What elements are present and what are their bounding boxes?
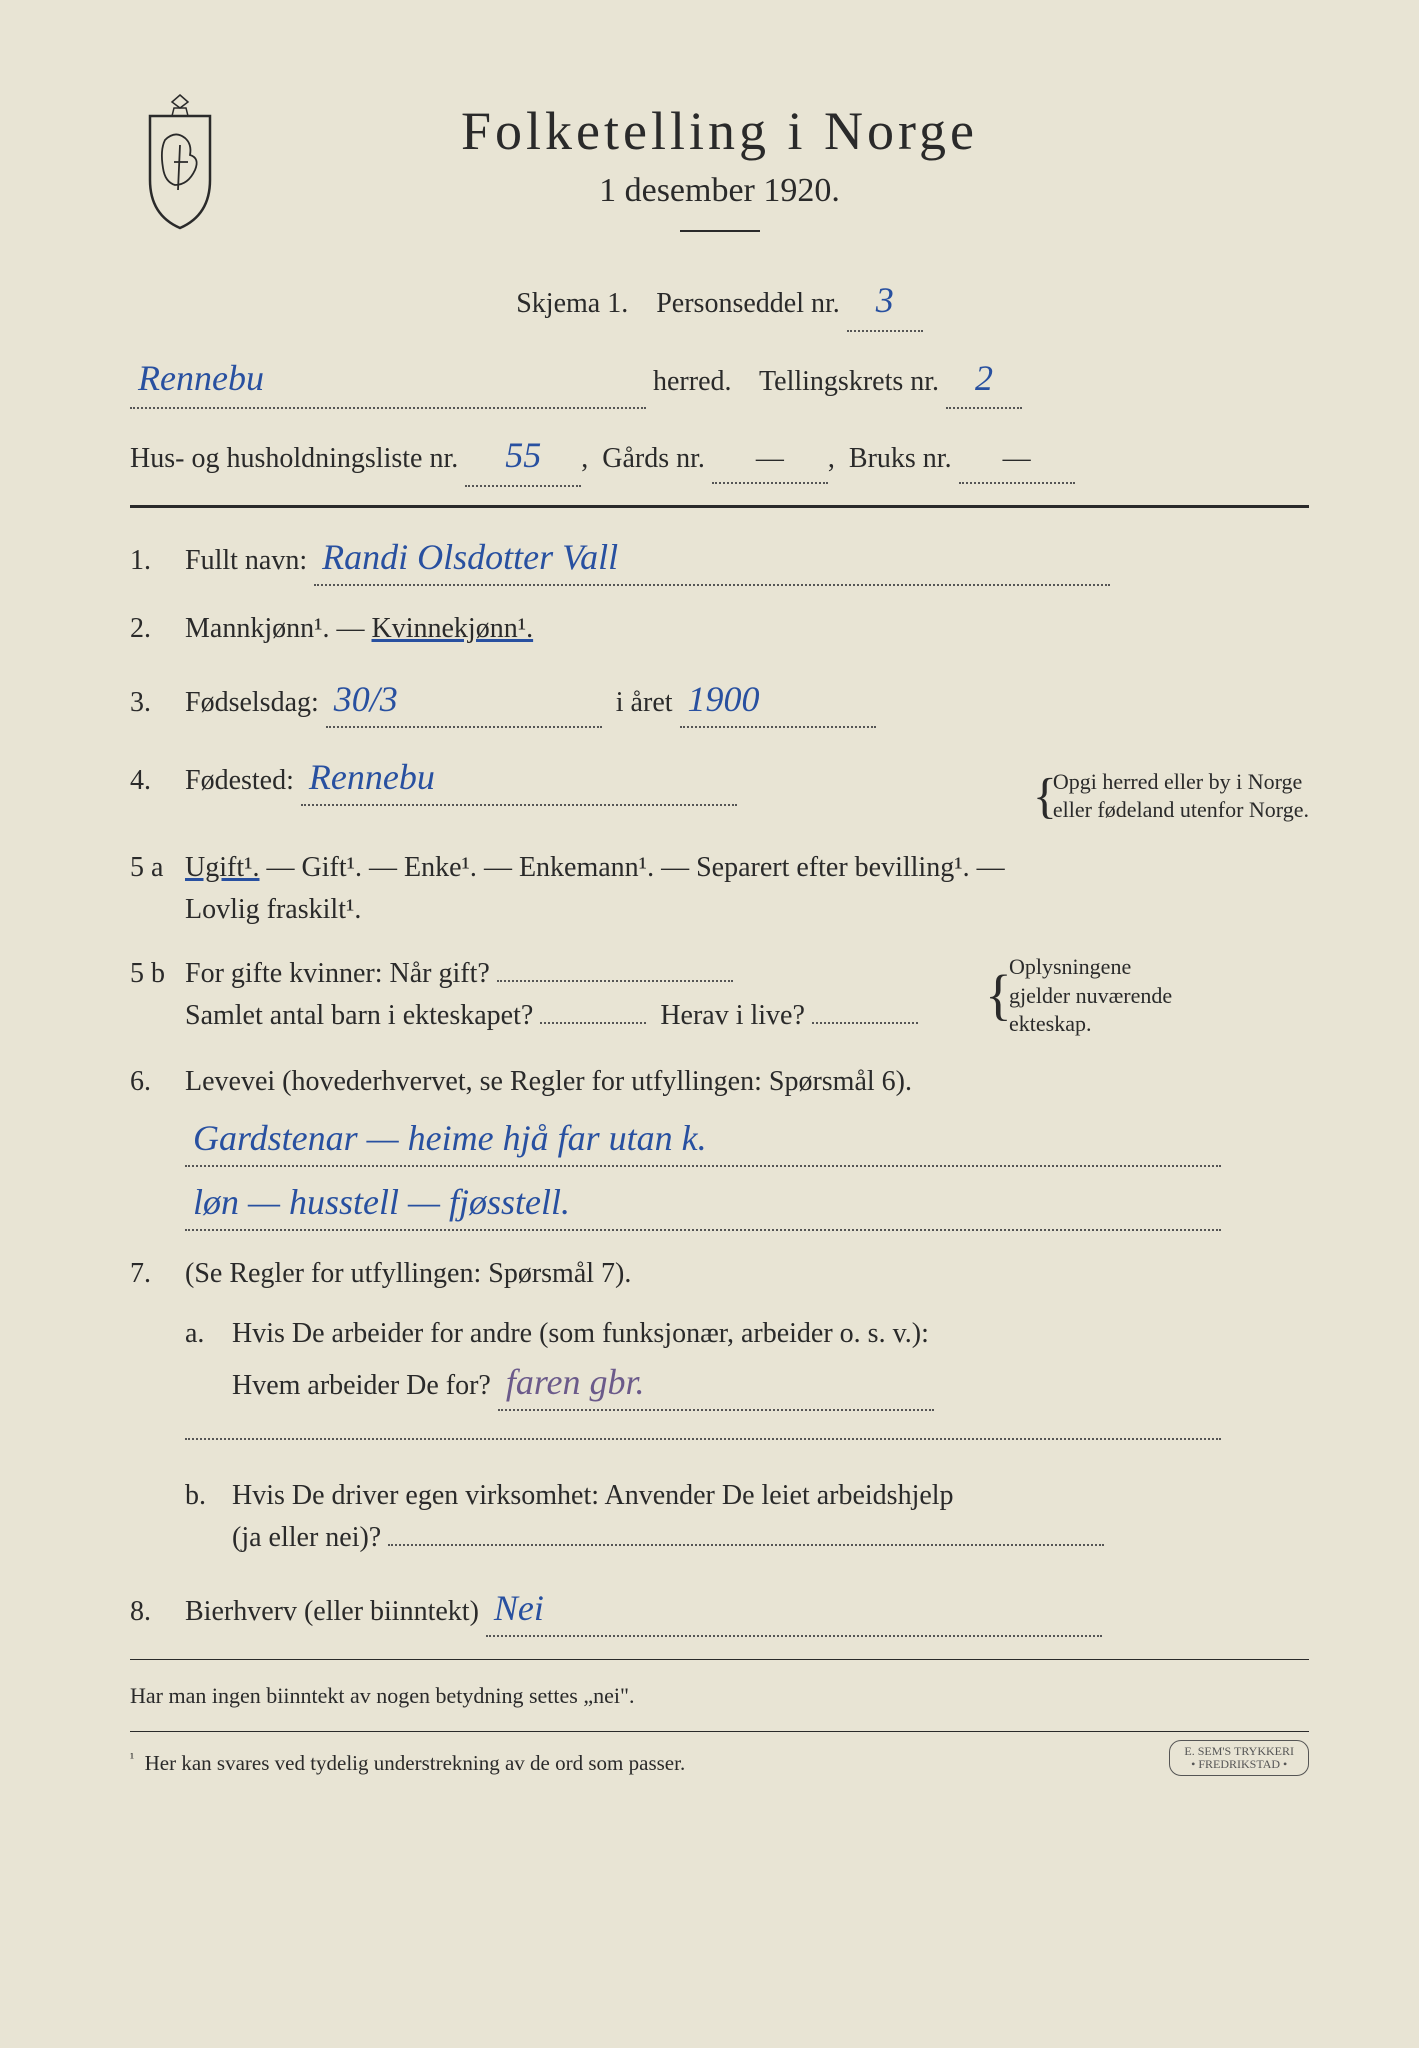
q5a-row: 5 a Ugift¹. — Gift¹. — Enke¹. — Enkemann… bbox=[130, 847, 1309, 931]
q5b-line2a: Samlet antal barn i ekteskapet? bbox=[185, 1000, 533, 1031]
header: Folketelling i Norge 1 desember 1920. bbox=[130, 100, 1309, 232]
q5b-note-l3: ekteskap. bbox=[1009, 1010, 1309, 1039]
q2-male: Mannkjønn¹. bbox=[185, 613, 330, 644]
rule bbox=[130, 1731, 1309, 1732]
q4-num: 4. bbox=[130, 760, 185, 802]
husliste-nr: 55 bbox=[465, 427, 581, 487]
page-subtitle: 1 desember 1920. bbox=[130, 172, 1309, 210]
q1-label: Fullt navn: bbox=[185, 545, 307, 576]
printer-l2: • FREDRIKSTAD • bbox=[1184, 1758, 1294, 1771]
page-title: Folketelling i Norge bbox=[130, 100, 1309, 162]
rule bbox=[130, 1659, 1309, 1660]
form-id-line: Skjema 1. Personseddel nr. 3 bbox=[130, 272, 1309, 332]
tellingskrets-nr: 2 bbox=[946, 350, 1022, 410]
q7b-value bbox=[388, 1544, 1104, 1546]
q5b-live-value bbox=[812, 1022, 918, 1024]
gards-label: Gårds nr. bbox=[602, 443, 705, 474]
q5b-line1: For gifte kvinner: Når gift? bbox=[185, 958, 490, 989]
q6-value-l2: løn — husstell — fjøsstell. bbox=[185, 1175, 1221, 1231]
gards-nr: — bbox=[712, 437, 828, 484]
q5a-gift: Gift¹. bbox=[302, 852, 363, 883]
q8-label: Bierhverv (eller biinntekt) bbox=[185, 1596, 479, 1627]
q2-row: 2. Mannkjønn¹. — Kvinnekjønn¹. bbox=[130, 608, 1309, 650]
footer-note: Har man ingen biinntekt av nogen betydni… bbox=[130, 1678, 1309, 1713]
husliste-label: Hus- og husholdningsliste nr. bbox=[130, 443, 458, 474]
printer-stamp: E. SEM'S TRYKKERI • FREDRIKSTAD • bbox=[1169, 1740, 1309, 1776]
q7a-num: a. bbox=[185, 1313, 225, 1355]
q2-female: Kvinnekjønn¹. bbox=[372, 613, 534, 644]
rule bbox=[130, 505, 1309, 508]
q5a-ugift: Ugift¹. bbox=[185, 852, 260, 883]
skjema-label: Skjema 1. bbox=[516, 288, 628, 319]
q5b-note-l1: Oplysningene bbox=[1009, 953, 1309, 982]
q5b-barn-value bbox=[540, 1022, 646, 1024]
q5b-row: 5 b Oplysningene gjelder nuværende ektes… bbox=[130, 953, 1309, 1039]
q6-label: Levevei (hovederhvervet, se Regler for u… bbox=[185, 1066, 912, 1097]
q5b-note-l2: gjelder nuværende bbox=[1009, 982, 1309, 1011]
q1-value: Randi Olsdotter Vall bbox=[314, 530, 1110, 586]
q4-note: Opgi herred eller by i Norge eller fødel… bbox=[1033, 768, 1309, 825]
q3-label: Fødselsdag: bbox=[185, 687, 319, 718]
q7b-l1: Hvis De driver egen virksomhet: Anvender… bbox=[232, 1480, 954, 1511]
q4-row: 4. Fødested: Rennebu Opgi herred eller b… bbox=[130, 750, 1309, 825]
q3-row: 3. Fødselsdag: 30/3 i året 1900 bbox=[130, 672, 1309, 728]
q6-value-l1: Gardstenar — heime hjå far utan k. bbox=[185, 1111, 1221, 1167]
q2-num: 2. bbox=[130, 608, 185, 650]
herred-label: herred. bbox=[653, 366, 732, 397]
q3-year-label: i året bbox=[616, 687, 673, 718]
printer-l1: E. SEM'S TRYKKERI bbox=[1184, 1745, 1294, 1758]
q4-value: Rennebu bbox=[301, 750, 737, 806]
husliste-line: Hus- og husholdningsliste nr. 55, Gårds … bbox=[130, 427, 1309, 487]
title-divider bbox=[680, 230, 760, 232]
coat-of-arms-icon bbox=[130, 90, 230, 230]
q5b-line2b: Herav i live? bbox=[660, 1000, 805, 1031]
q5a-enkemann: Enkemann¹. bbox=[519, 852, 654, 883]
q6-num: 6. bbox=[130, 1061, 185, 1103]
q7a-blank bbox=[185, 1438, 1221, 1440]
q6-row: 6. Levevei (hovederhvervet, se Regler fo… bbox=[130, 1061, 1309, 1231]
bruks-nr: — bbox=[959, 437, 1075, 484]
q5a-enke: Enke¹. bbox=[404, 852, 477, 883]
q7-num: 7. bbox=[130, 1253, 185, 1295]
personseddel-nr: 3 bbox=[847, 272, 923, 332]
q3-day: 30/3 bbox=[326, 672, 602, 728]
personseddel-label: Personseddel nr. bbox=[656, 288, 840, 319]
q3-year: 1900 bbox=[680, 672, 876, 728]
q5b-note: Oplysningene gjelder nuværende ekteskap. bbox=[985, 953, 1309, 1039]
tellingskrets-label: Tellingskrets nr. bbox=[759, 366, 939, 397]
q7a-value: faren gbr. bbox=[498, 1355, 934, 1411]
q2-dash: — bbox=[337, 613, 372, 644]
q7a-l2: Hvem arbeider De for? bbox=[232, 1370, 491, 1401]
q4-note-l1: Opgi herred eller by i Norge bbox=[1053, 768, 1309, 797]
q8-value: Nei bbox=[486, 1581, 1102, 1637]
q1-row: 1. Fullt navn: Randi Olsdotter Vall bbox=[130, 530, 1309, 586]
q5a-fraskilt: Lovlig fraskilt¹. bbox=[185, 894, 361, 925]
footnote-text: Her kan svares ved tydelig understreknin… bbox=[145, 1751, 686, 1775]
herred-value: Rennebu bbox=[130, 350, 646, 410]
q5b-num: 5 b bbox=[130, 953, 185, 995]
footnote-marker: ¹ bbox=[130, 1750, 134, 1765]
q5a-separert: Separert efter bevilling¹. bbox=[696, 852, 970, 883]
q8-num: 8. bbox=[130, 1591, 185, 1633]
q8-row: 8. Bierhverv (eller biinntekt) Nei bbox=[130, 1581, 1309, 1637]
q7a-l1: Hvis De arbeider for andre (som funksjon… bbox=[232, 1318, 929, 1349]
q4-note-l2: eller fødeland utenfor Norge. bbox=[1053, 796, 1309, 825]
bruks-label: Bruks nr. bbox=[849, 443, 952, 474]
q4-label: Fødested: bbox=[185, 765, 294, 796]
q7-row: 7. (Se Regler for utfyllingen: Spørsmål … bbox=[130, 1253, 1309, 1559]
herred-line: Rennebu herred. Tellingskrets nr. 2 bbox=[130, 350, 1309, 410]
q5a-num: 5 a bbox=[130, 847, 185, 889]
q3-num: 3. bbox=[130, 682, 185, 724]
q7b-l2: (ja eller nei)? bbox=[232, 1522, 381, 1553]
footnote: ¹ Her kan svares ved tydelig understrekn… bbox=[130, 1750, 1309, 1776]
q5b-gift-value bbox=[497, 980, 733, 982]
q1-num: 1. bbox=[130, 540, 185, 582]
q7-label: (Se Regler for utfyllingen: Spørsmål 7). bbox=[185, 1258, 631, 1289]
q7b-num: b. bbox=[185, 1475, 225, 1517]
